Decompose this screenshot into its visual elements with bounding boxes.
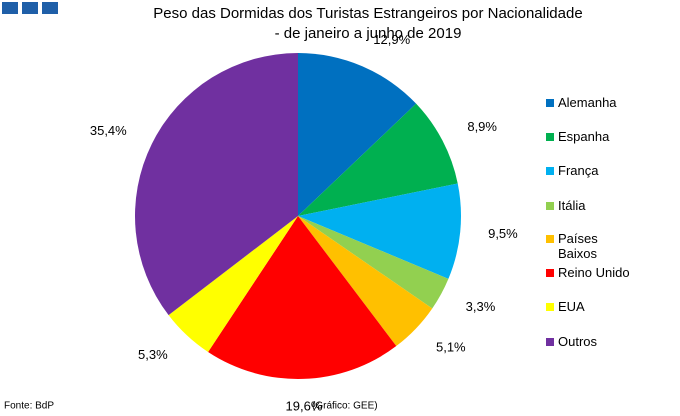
legend-item: Espanha <box>546 129 636 144</box>
logo-square <box>22 2 38 14</box>
legend-item: Reino Unido <box>546 265 636 280</box>
chart-title: Peso das Dormidas dos Turistas Estrangei… <box>153 5 582 22</box>
legend-swatch <box>546 167 554 175</box>
legend-label: Itália <box>558 198 586 213</box>
pie-slice <box>298 53 417 216</box>
data-label: 8,9% <box>467 119 497 134</box>
data-label: 9,5% <box>488 226 518 241</box>
logo-square <box>42 2 58 14</box>
legend-label: Espanha <box>558 129 610 144</box>
legend-label: Outros <box>558 334 598 349</box>
legend-swatch <box>546 133 554 141</box>
logo-square <box>2 2 18 14</box>
pie-slice <box>168 216 298 352</box>
legend-swatch <box>546 99 554 107</box>
pie-slice <box>298 103 458 216</box>
legend-swatch <box>546 303 554 311</box>
legend-swatch <box>546 202 554 210</box>
legend-item: Alemanha <box>546 95 636 110</box>
pie-slice <box>134 53 298 316</box>
pie-slice <box>298 216 433 347</box>
legend-item: Itália <box>546 198 636 213</box>
source: Fonte: BdP <box>4 401 54 412</box>
legend-swatch <box>546 235 554 243</box>
data-label: 5,1% <box>436 339 466 354</box>
pie-slice <box>298 183 461 279</box>
data-label: 19,6% <box>286 398 323 413</box>
credit: (Gráfico: GEE) <box>312 401 378 412</box>
legend-label: Reino Unido <box>558 265 630 280</box>
pie-slice <box>298 216 449 309</box>
legend-swatch <box>546 269 554 277</box>
legend-item: Outros <box>546 334 636 349</box>
legend-item: EUA <box>546 299 636 314</box>
data-label: 35,4% <box>90 123 127 138</box>
legend-label: EUA <box>558 299 585 314</box>
legend-item: França <box>546 163 636 178</box>
data-label: 3,3% <box>466 299 496 314</box>
chart-subtitle: - de janeiro a junho de 2019 <box>275 25 462 42</box>
legend-label: Alemanha <box>558 95 617 110</box>
data-label: 5,3% <box>138 347 168 362</box>
legend-label: Países Baixos <box>558 231 598 261</box>
legend-label: França <box>558 163 599 178</box>
legend-item: Países Baixos <box>546 231 636 261</box>
pie-slice <box>208 216 397 379</box>
legend-swatch <box>546 338 554 346</box>
data-label: 12,9% <box>373 32 410 47</box>
